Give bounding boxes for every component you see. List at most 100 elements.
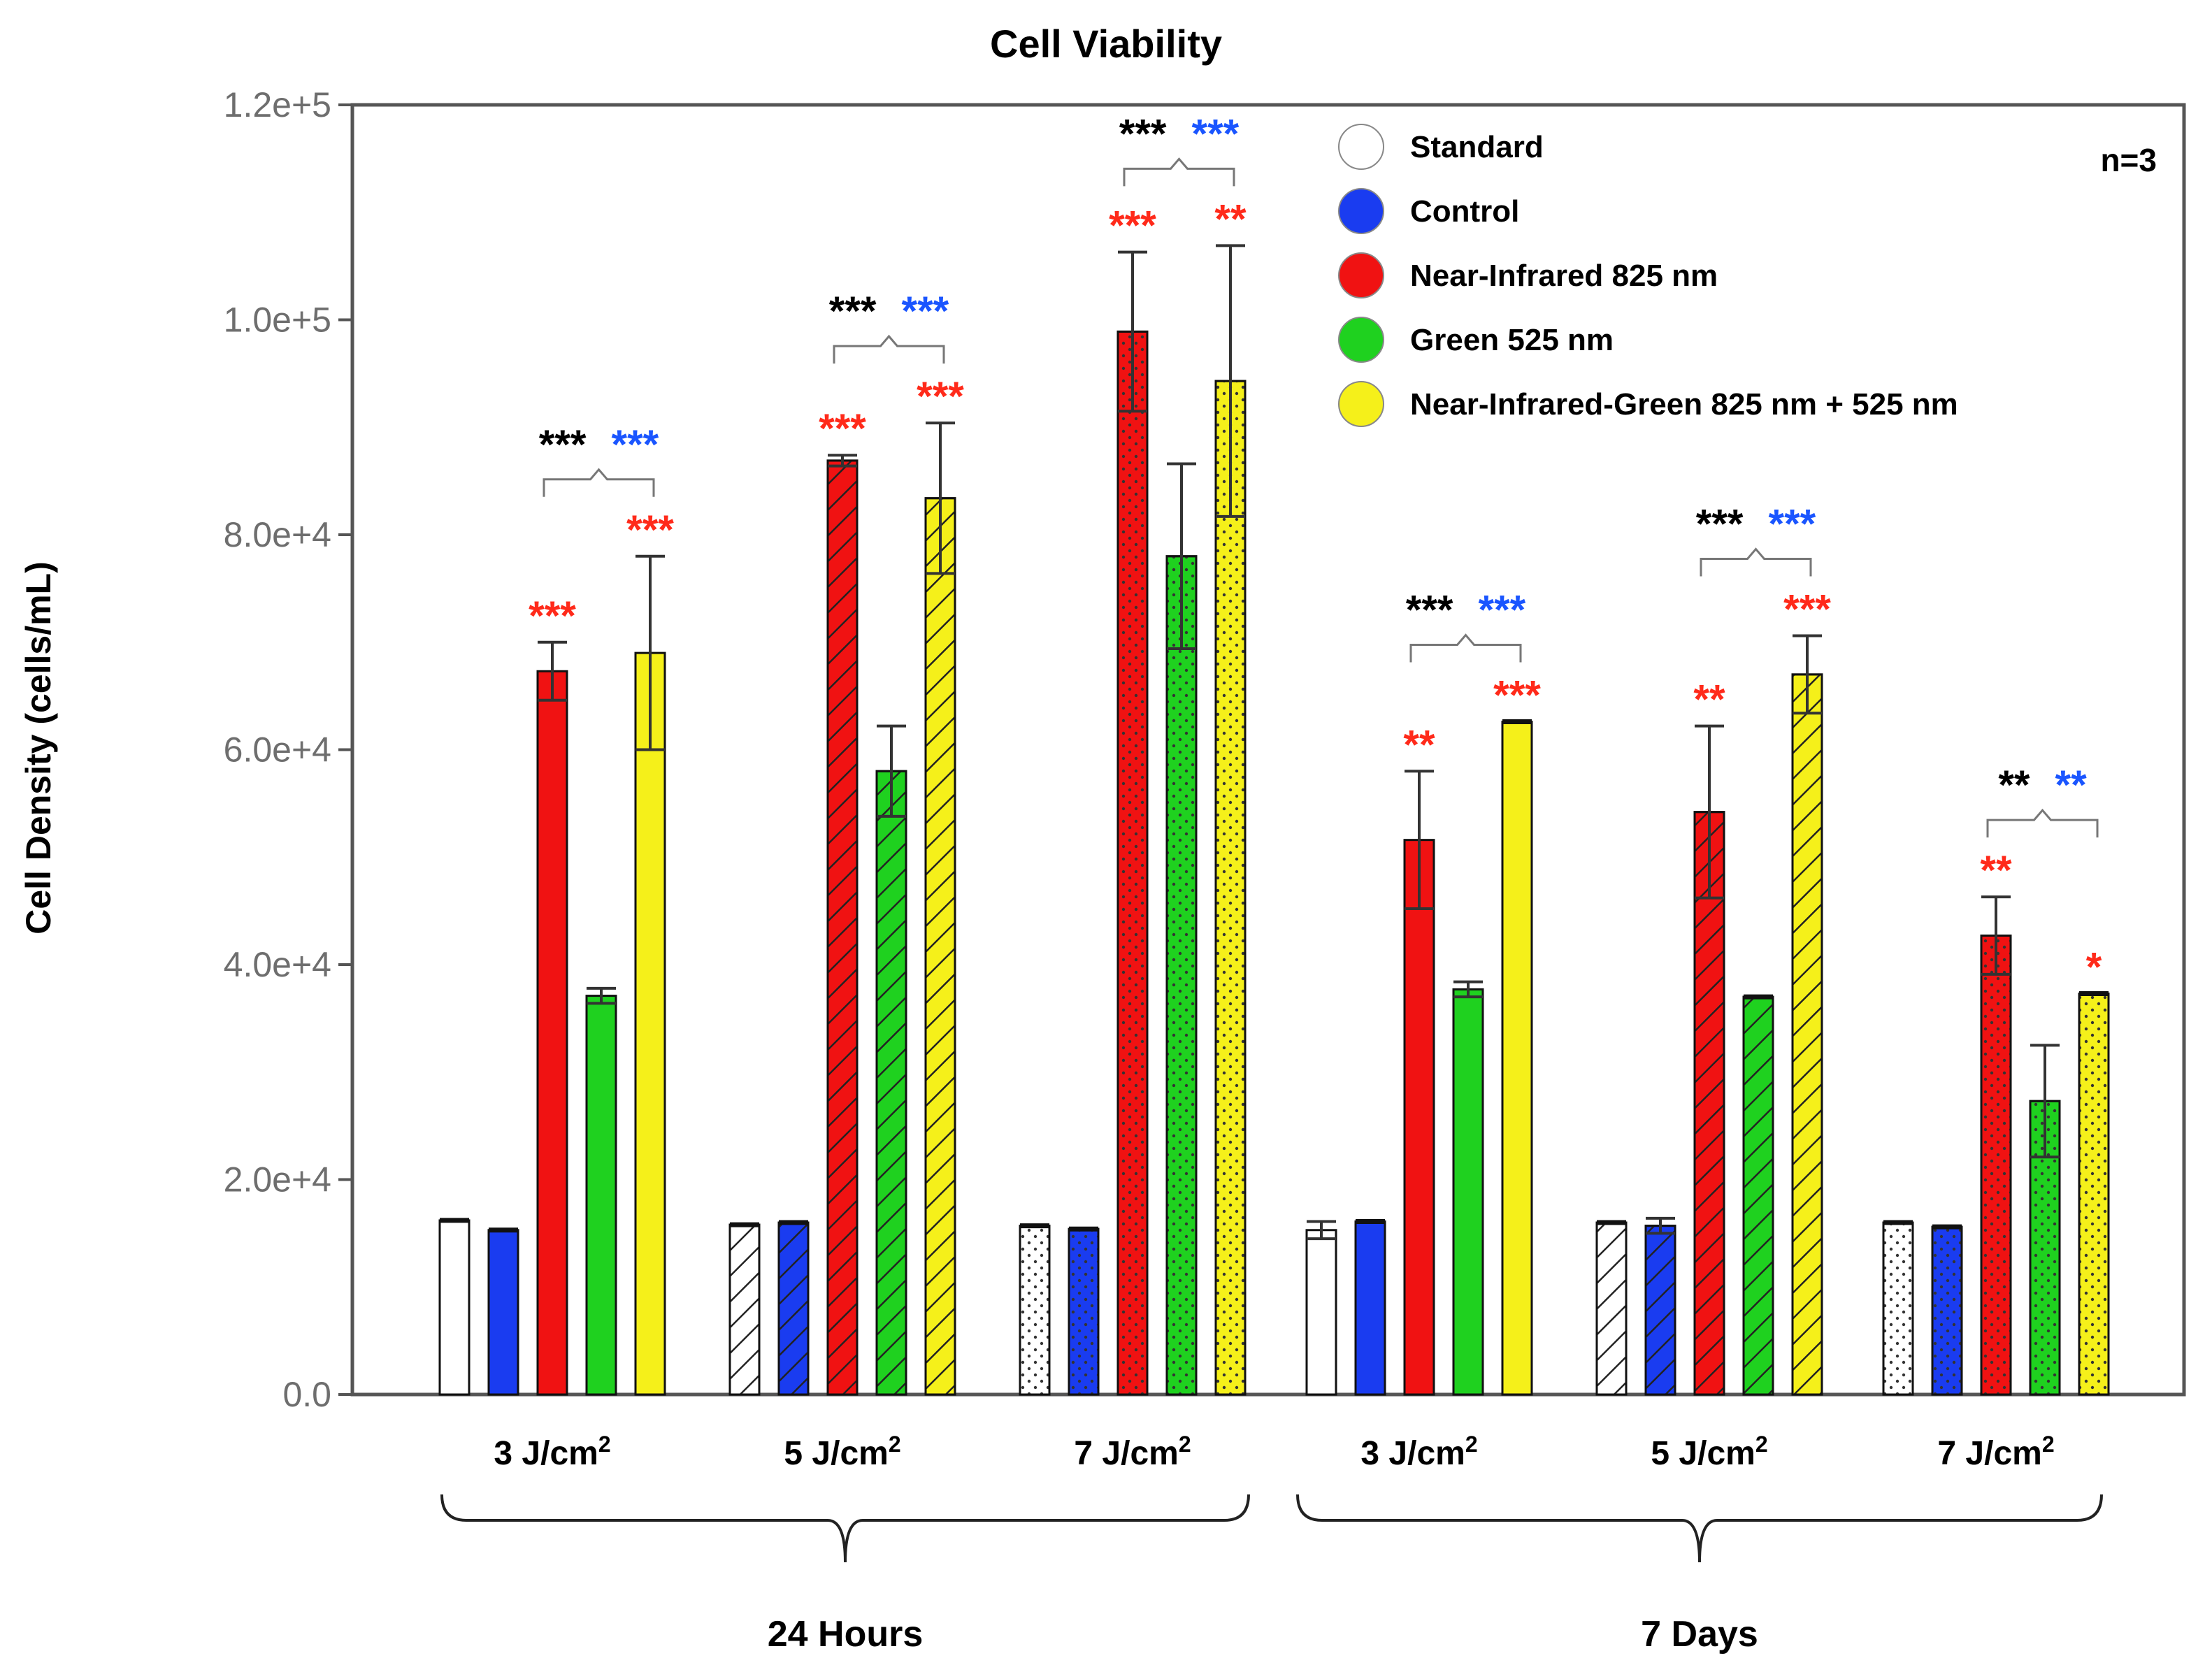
comparison-bracket [1409,633,1522,663]
bar-series: ****************************** [438,196,2110,1396]
bracket-significance-vs-control: *** [612,422,659,468]
legend-swatch [1338,381,1384,427]
significance-marker: *** [529,593,576,639]
x-category-label: 3 J/cm2 [1360,1432,1477,1472]
significance-marker: ** [1403,722,1435,768]
group-brace [440,1494,1250,1563]
x-category-superscript: 2 [598,1432,611,1457]
legend-label: Near-Infrared 825 nm [1410,259,1718,293]
legend-swatch [1338,124,1384,170]
legend-label: Near-Infrared-Green 825 nm + 525 nm [1410,387,1958,421]
significance-marker: *** [626,507,674,553]
x-category-main: 5 J/cm [1651,1435,1755,1472]
bracket-significance-vs-standard: ** [1998,763,2030,808]
bar [1501,721,1533,1396]
legend-swatch [1338,188,1384,234]
significance-marker: *** [917,374,964,419]
bracket-significance-vs-control: *** [902,289,949,334]
bracket-significance-vs-standard: *** [1119,111,1167,157]
bar-texture [1116,330,1149,1396]
bar-texture [826,459,859,1396]
bar-texture [1693,811,1725,1396]
x-category-main: 7 J/cm [1074,1435,1178,1472]
legend-label: Standard [1410,130,1544,164]
bar-texture [2078,993,2110,1396]
bar [1403,839,1435,1396]
x-category-main: 7 J/cm [1937,1435,2041,1472]
bracket-significance-vs-standard: *** [1406,588,1453,633]
x-category-superscript: 2 [1179,1432,1191,1457]
x-category-superscript: 2 [1755,1432,1768,1457]
y-tick-label: 1.0e+5 [224,301,331,340]
x-category-main: 3 J/cm [494,1435,598,1472]
significance-brackets: *** ****** ****** ****** ****** ***** ** [539,111,2099,838]
x-category-label: 3 J/cm2 [494,1432,610,1472]
bar [1305,1229,1337,1396]
significance-marker: ** [1693,677,1725,723]
bar-texture [1644,1225,1676,1396]
bar-texture [1742,995,1774,1396]
bar [634,651,666,1396]
group-brace [1296,1494,2103,1563]
x-category-main: 3 J/cm [1360,1435,1465,1472]
significance-marker: *** [1109,203,1156,249]
bar-texture [875,770,907,1396]
bracket-significance-vs-control: *** [1479,588,1526,633]
bar [438,1219,471,1396]
bracket-significance-vs-control: *** [1192,111,1240,157]
bar-texture [1791,673,1823,1396]
x-category-main: 5 J/cm [784,1435,888,1472]
y-axis-ticks: 0.0 2.0e+4 4.0e+4 6.0e+4 8.0e+4 1.0e+5 1.2e+5 [224,85,352,1414]
bar [585,995,617,1396]
legend: Standard Control Near-Infrared 825 nm Green… [1338,124,1958,427]
x-category-superscript: 2 [1465,1432,1478,1457]
chart-title: Cell Viability [990,22,1222,66]
x-category-superscript: 2 [2042,1432,2055,1457]
bar-texture [1019,1225,1051,1396]
bar [1354,1220,1386,1396]
comparison-bracket [1986,808,2099,838]
comparison-bracket [1123,157,1235,187]
significance-marker: * [2086,945,2102,990]
group-label: 7 Days [1641,1614,1758,1655]
bar-texture [1931,1225,1963,1396]
bar-texture [1068,1227,1100,1396]
sample-size-label: n=3 [2100,142,2157,178]
bar [1452,988,1484,1396]
comparison-bracket [543,468,655,497]
x-category-superscript: 2 [889,1432,901,1457]
y-tick-label: 0.0 [282,1375,331,1414]
y-tick-label: 1.2e+5 [224,85,331,124]
bracket-significance-vs-standard: *** [1696,502,1744,547]
bar-texture [1980,934,2012,1396]
group-label: 24 Hours [768,1614,924,1655]
bar [487,1229,519,1396]
y-tick-label: 6.0e+4 [224,730,331,770]
legend-swatch [1338,252,1384,298]
comparison-bracket [1700,547,1812,577]
legend-label: Control [1410,194,1519,229]
y-tick-label: 2.0e+4 [224,1160,331,1199]
bar-texture [1214,380,1247,1396]
bar [536,670,568,1396]
significance-marker: *** [1783,587,1831,633]
bracket-significance-vs-control: ** [2055,763,2088,808]
bar-texture [728,1223,761,1396]
bar-texture [1595,1221,1628,1396]
x-category-label: 5 J/cm2 [784,1432,900,1472]
y-tick-label: 4.0e+4 [224,945,331,984]
bracket-significance-vs-standard: *** [539,422,587,468]
bar-texture [1882,1221,1914,1396]
y-tick-label: 8.0e+4 [224,515,331,554]
x-axis-labels: 3 J/cm2 5 J/cm2 7 J/cm2 3 J/cm2 5 J/cm2 7 J/c… [440,1432,2103,1655]
legend-label: Green 525 nm [1410,323,1614,357]
bracket-significance-vs-control: *** [1769,502,1816,547]
y-axis-title: Cell Density (cells/mL) [19,561,58,935]
legend-swatch [1338,317,1384,363]
x-category-label: 7 J/cm2 [1074,1432,1191,1472]
x-category-label: 7 J/cm2 [1937,1432,2054,1472]
bracket-significance-vs-standard: *** [829,289,877,334]
bar-texture [777,1221,810,1396]
x-category-label: 5 J/cm2 [1651,1432,1767,1472]
